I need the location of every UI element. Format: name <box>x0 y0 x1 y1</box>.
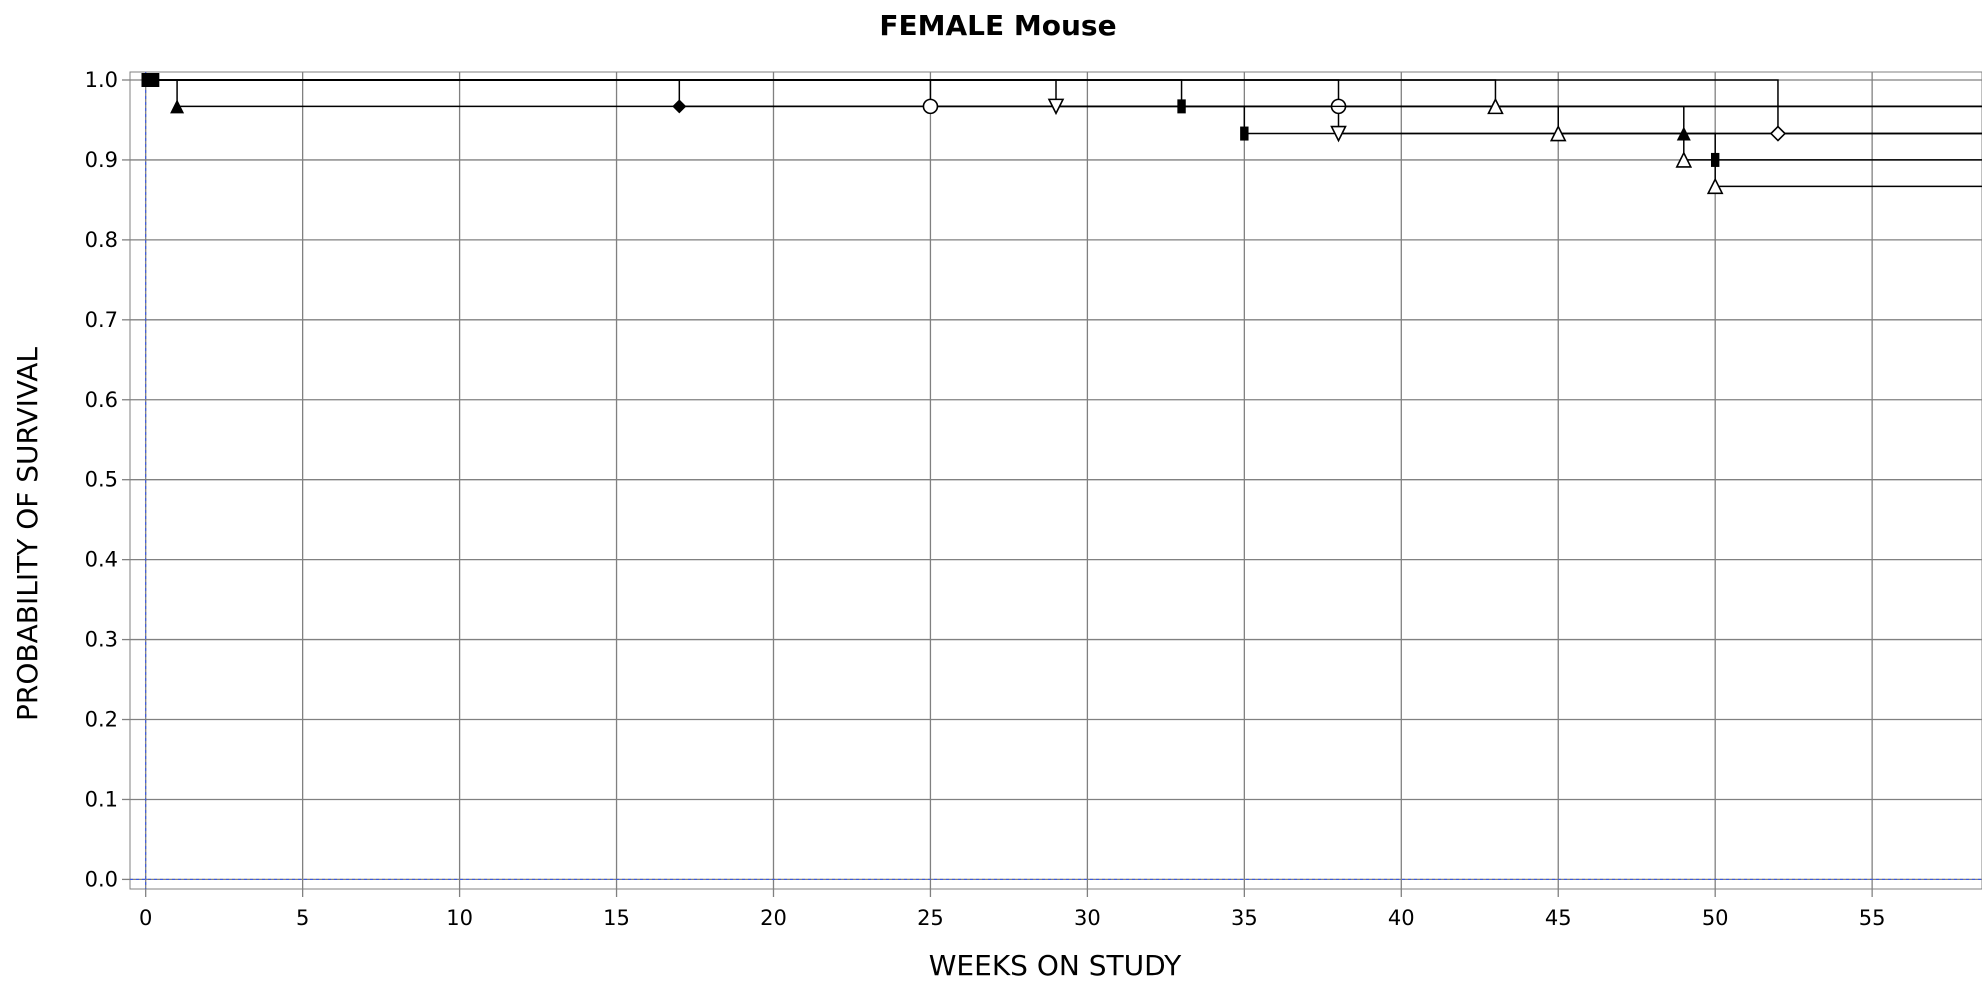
square-filled-marker <box>141 72 150 87</box>
survival-step-line <box>145 79 1982 135</box>
x-tick-label: 35 <box>1231 906 1258 930</box>
x-tick-label: 30 <box>1074 906 1101 930</box>
square-filled-marker <box>1177 99 1186 114</box>
survival-step-line <box>145 79 1982 108</box>
x-tick-label: 45 <box>1545 906 1572 930</box>
x-tick-label: 40 <box>1388 906 1415 930</box>
y-tick-label: 0.3 <box>85 628 118 652</box>
survival-step-line <box>145 79 1982 188</box>
y-axis-title: PROBABILITY OF SURVIVAL <box>11 347 44 721</box>
grid <box>130 72 1982 889</box>
triangle-up-filled-marker <box>1676 126 1691 141</box>
y-tick-label: 0.5 <box>85 468 118 492</box>
triangle-down-open-marker <box>1330 125 1347 143</box>
triangle-up-open-marker <box>1487 97 1504 115</box>
triangle-down-open-marker <box>1047 98 1065 116</box>
x-tick-label: 20 <box>760 906 787 930</box>
survival-step-line <box>145 79 1982 161</box>
y-tick-label: 0.0 <box>85 867 118 891</box>
diamond-open-marker <box>1769 125 1787 142</box>
x-tick-label: 55 <box>1859 906 1886 930</box>
y-tick-label: 0.4 <box>85 548 118 572</box>
y-tick-label: 1.0 <box>85 68 118 92</box>
series-lines <box>145 79 1982 188</box>
axes: 0 5 10 15 20 25 30 35 40 45 50 55 0.0 0.1 0.2 0.3 0.4 0.5… <box>85 68 1982 930</box>
y-tick-label: 0.7 <box>85 308 118 332</box>
x-tick-label: 15 <box>603 906 630 930</box>
y-tick-label: 0.2 <box>85 708 118 732</box>
triangle-up-open-marker <box>1549 124 1567 142</box>
survival-step-line <box>145 79 1982 108</box>
x-tick-label: 10 <box>446 906 473 930</box>
square-filled-marker <box>150 72 160 87</box>
series-markers <box>141 72 1787 195</box>
y-tick-label: 0.1 <box>85 787 118 811</box>
plot-frame <box>129 71 1982 890</box>
square-filled-marker <box>1240 126 1249 141</box>
circle-open-marker <box>922 98 939 115</box>
x-axis-title: WEEKS ON STUDY <box>929 949 1182 981</box>
triangle-up-open-marker <box>1706 177 1724 195</box>
square-filled-marker <box>146 72 155 87</box>
x-tick-label: 5 <box>296 906 309 930</box>
triangle-up-filled-marker <box>170 99 185 114</box>
survival-step-line <box>145 79 1982 108</box>
y-tick-label: 0.6 <box>85 388 118 412</box>
x-tick-label: 25 <box>917 906 944 930</box>
y-tick-label: 0.8 <box>85 228 118 252</box>
y-tick-label: 0.9 <box>85 148 118 172</box>
x-tick-label: 0 <box>139 906 152 930</box>
triangle-up-open-marker <box>1675 151 1693 168</box>
chart-title: FEMALE Mouse <box>879 9 1116 42</box>
square-filled-marker <box>1710 152 1720 167</box>
x-tick-label: 50 <box>1702 906 1729 930</box>
diamond-filled-marker <box>672 99 687 114</box>
